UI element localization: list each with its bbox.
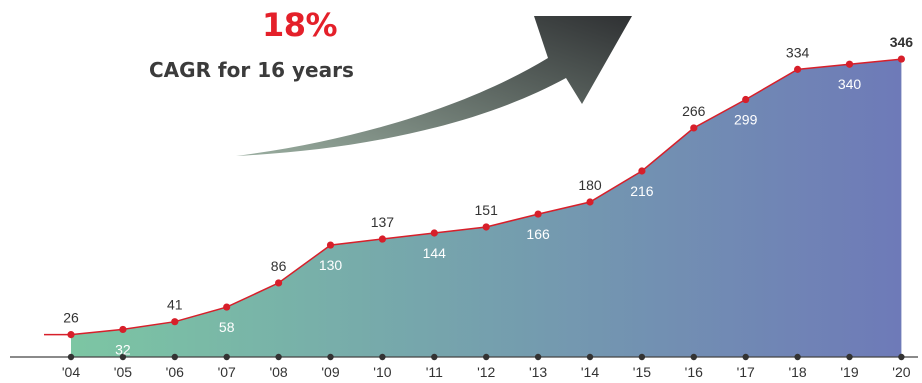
- data-label: 166: [526, 226, 550, 242]
- cagr-caption: CAGR for 16 years: [149, 58, 354, 82]
- x-tick-dot: [483, 353, 490, 361]
- x-tick-dot: [171, 353, 178, 361]
- data-label: 334: [786, 44, 810, 60]
- x-tick-label: '15: [633, 364, 651, 380]
- x-tick-label: '20: [892, 364, 910, 380]
- x-tick-label: '05: [114, 364, 132, 380]
- data-point: [119, 325, 127, 334]
- data-point: [690, 124, 698, 132]
- x-tick-label: '08: [269, 364, 287, 380]
- data-label: 32: [115, 341, 131, 357]
- data-label: 58: [219, 319, 235, 335]
- data-label: 346: [890, 34, 914, 50]
- data-point: [378, 235, 386, 243]
- data-point: [482, 223, 490, 231]
- x-tick-dot: [846, 353, 853, 361]
- data-label: 86: [271, 258, 287, 274]
- data-label: 180: [578, 177, 602, 193]
- data-point: [430, 229, 438, 237]
- x-tick-label: '07: [218, 364, 236, 380]
- x-tick-label: '11: [426, 364, 443, 380]
- x-tick-dot: [794, 353, 801, 361]
- data-point: [223, 303, 231, 311]
- x-tick-dot: [534, 353, 542, 361]
- data-point: [326, 241, 335, 249]
- x-tick-dot: [275, 353, 282, 361]
- data-label: 151: [475, 202, 499, 218]
- data-label: 340: [838, 76, 862, 92]
- data-point: [275, 279, 283, 287]
- data-label: 299: [734, 112, 758, 128]
- x-tick-dot: [690, 353, 697, 361]
- x-tick-dot: [742, 353, 749, 361]
- x-tick-dot: [898, 353, 905, 361]
- x-tick-label: '13: [529, 364, 547, 380]
- data-label: 130: [319, 257, 343, 273]
- data-point: [586, 198, 594, 206]
- data-label: 216: [630, 183, 654, 199]
- data-point: [171, 318, 179, 326]
- x-tick-dot: [431, 353, 438, 361]
- data-point: [794, 65, 802, 73]
- x-tick-label: '10: [373, 364, 391, 380]
- x-tick-label: '19: [840, 364, 858, 380]
- x-tick-label: '06: [166, 364, 184, 380]
- data-label: 266: [682, 103, 706, 119]
- data-point: [897, 55, 906, 63]
- x-tick-dot: [586, 353, 594, 361]
- x-tick-label: '17: [737, 364, 755, 380]
- x-tick-label: '12: [477, 364, 495, 380]
- x-tick-label: '16: [685, 364, 703, 380]
- data-point: [638, 167, 646, 175]
- cagr-value: 18%: [262, 6, 338, 44]
- x-tick-dot: [119, 353, 127, 361]
- data-point: [67, 331, 75, 339]
- x-tick-label: '09: [321, 364, 339, 380]
- x-tick-label: '18: [788, 364, 806, 380]
- x-tick-dot: [223, 353, 230, 361]
- x-tick-label: '04: [62, 364, 80, 380]
- data-label: 26: [63, 310, 79, 326]
- data-point: [534, 210, 542, 218]
- growth-arrow-icon: [236, 16, 632, 156]
- data-point: [742, 95, 750, 104]
- area-fill: [71, 59, 902, 357]
- x-tick-dot: [379, 353, 386, 361]
- data-label: 144: [423, 245, 447, 261]
- x-tick-dot: [327, 353, 334, 361]
- x-tick-dot: [638, 353, 646, 361]
- data-label: 41: [167, 297, 183, 313]
- data-label: 137: [371, 214, 395, 230]
- x-tick-dot: [67, 353, 75, 361]
- data-point: [845, 60, 854, 68]
- x-tick-label: '14: [581, 364, 599, 380]
